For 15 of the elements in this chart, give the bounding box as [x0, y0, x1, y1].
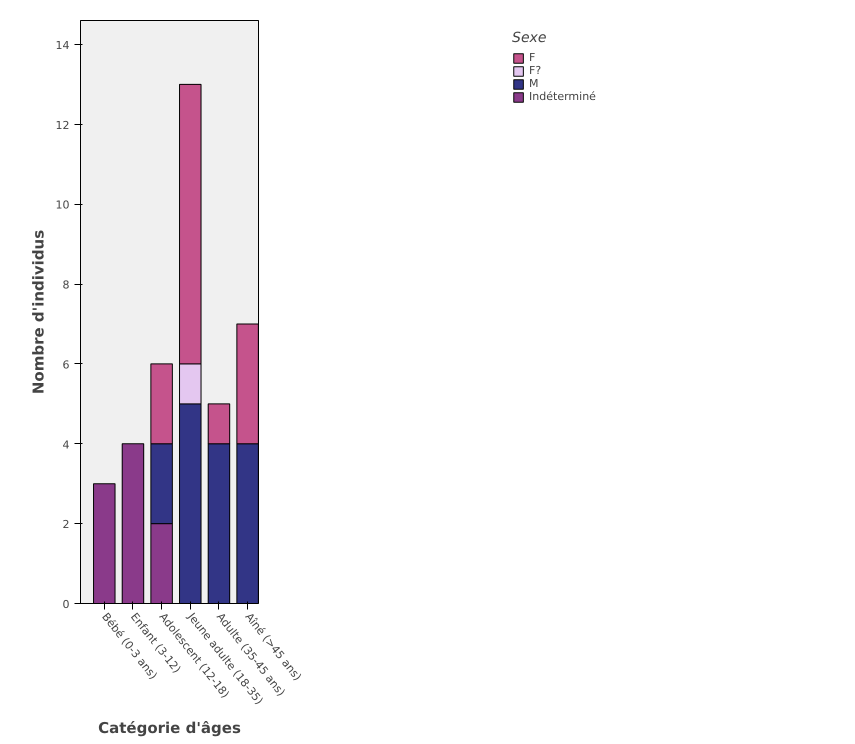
legend-title: Sexe	[512, 30, 548, 46]
legend-label: M	[529, 77, 540, 90]
legend-label: F?	[529, 64, 542, 77]
legend-label: Indéterminé	[529, 90, 596, 103]
y-tick-label: 10	[56, 198, 70, 212]
y-tick-label: 14	[56, 38, 70, 52]
y-tick-label: 8	[62, 278, 70, 292]
x-axis-title: Catégorie d'âges	[98, 719, 241, 738]
y-tick-label: 0	[62, 598, 70, 611]
y-tick-label: 2	[62, 518, 70, 532]
y-axis-title: Nombre d'individus	[30, 230, 48, 394]
y-tick-label: 4	[62, 438, 70, 452]
y-tick-label: 6	[62, 358, 70, 372]
y-tick-label: 12	[56, 118, 70, 132]
legend-label: F	[529, 51, 536, 64]
